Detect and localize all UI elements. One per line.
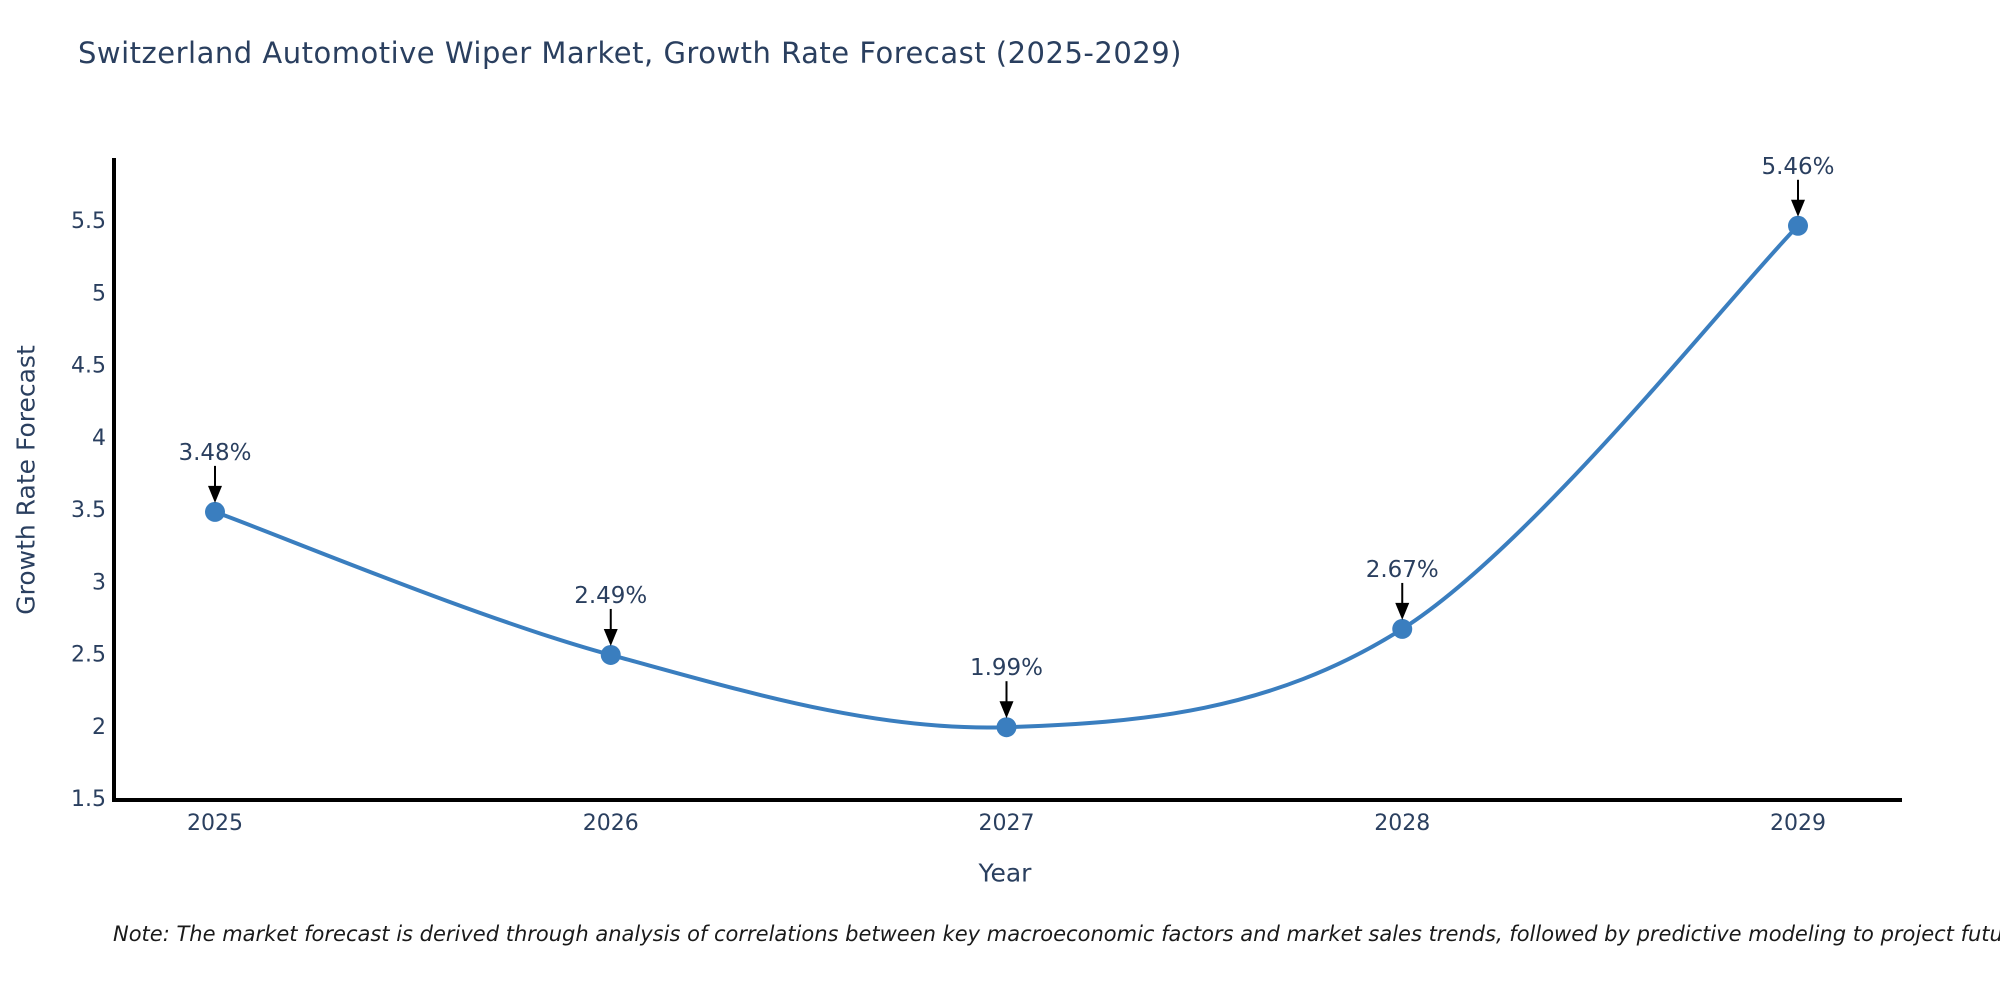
y-tick-label: 4.5 xyxy=(71,354,106,379)
y-axis-title: Growth Rate Forecast xyxy=(11,345,41,615)
x-tick-label: 2027 xyxy=(979,811,1035,836)
data-point-marker xyxy=(1392,618,1413,639)
data-point-marker xyxy=(600,644,621,665)
y-tick-label: 2 xyxy=(92,715,106,740)
data-point-label: 3.48% xyxy=(178,440,251,466)
x-tick-label: 2025 xyxy=(187,811,243,836)
data-point-marker xyxy=(1788,215,1808,236)
x-tick-label: 2028 xyxy=(1374,811,1430,836)
chart-title: Switzerland Automotive Wiper Market, Gro… xyxy=(78,36,1182,70)
x-axis-title: Year xyxy=(978,858,1032,888)
y-tick-label: 2.5 xyxy=(71,643,106,668)
y-tick-label: 4 xyxy=(92,426,106,451)
trend-line xyxy=(213,223,1800,730)
data-point-marker xyxy=(205,501,225,522)
y-tick-label: 1.5 xyxy=(71,787,106,812)
annotation-arrow-head xyxy=(208,485,222,503)
annotation-arrow-head xyxy=(1395,602,1410,620)
y-tick-label: 3 xyxy=(92,570,106,595)
y-tick-label: 3.5 xyxy=(71,498,106,523)
data-point-label: 2.49% xyxy=(574,583,647,609)
x-tick-label: 2029 xyxy=(1770,811,1826,836)
annotation-arrow-head xyxy=(1791,199,1805,217)
annotation-arrow-head xyxy=(999,701,1014,719)
data-point-marker xyxy=(996,717,1017,738)
y-tick-label: 5.5 xyxy=(71,209,106,234)
data-point-label: 1.99% xyxy=(970,655,1043,681)
annotation-arrow-head xyxy=(603,628,618,646)
x-tick-label: 2026 xyxy=(583,811,639,836)
data-point-label: 5.46% xyxy=(1761,154,1834,180)
data-point-label: 2.67% xyxy=(1366,557,1439,583)
footnote-text: Note: The market forecast is derived thr… xyxy=(113,922,2000,946)
y-tick-label: 5 xyxy=(92,281,106,306)
